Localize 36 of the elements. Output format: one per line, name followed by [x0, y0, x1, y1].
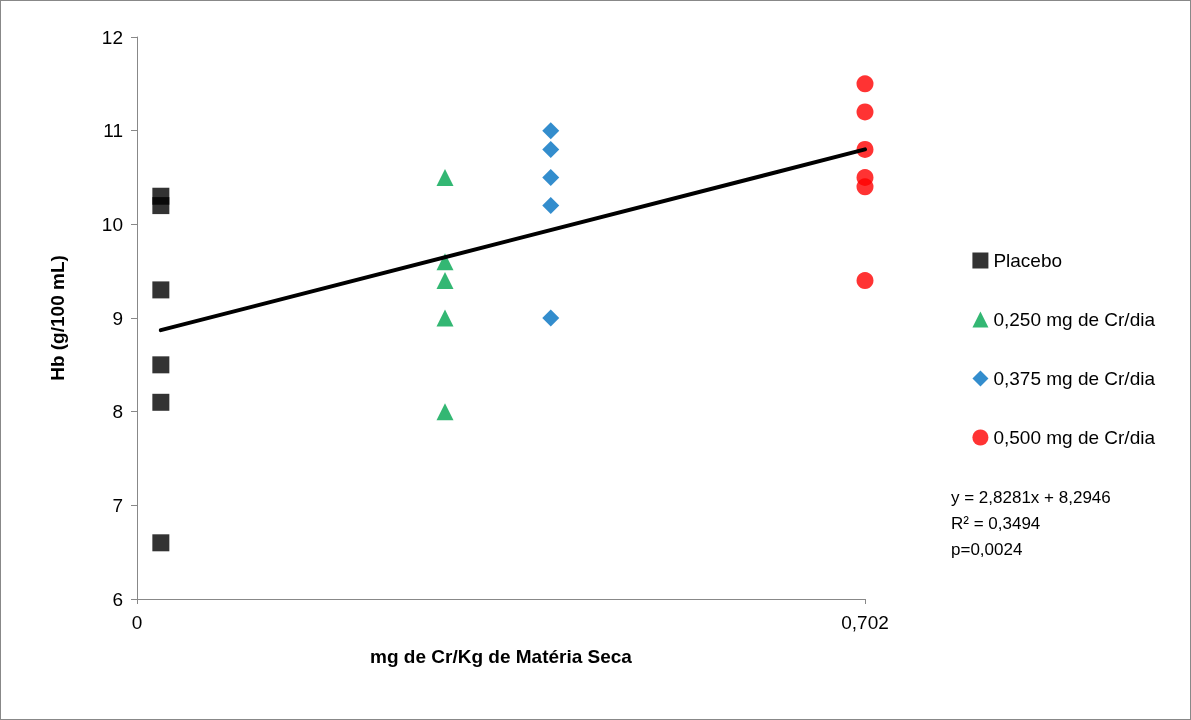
- point: [436, 309, 454, 327]
- point: [856, 178, 874, 196]
- legend-label: Placebo: [993, 250, 1063, 271]
- point: [542, 169, 560, 186]
- point: [152, 534, 170, 552]
- y-tick-label: 7: [112, 494, 123, 516]
- point: [856, 103, 874, 121]
- point: [856, 75, 874, 93]
- point: [152, 281, 170, 299]
- x-tick-label: 0,702: [841, 612, 889, 633]
- x-tick-label: 0: [131, 612, 143, 633]
- y-tick-label: 10: [101, 213, 123, 235]
- text: R² = 0,3494: [951, 514, 1041, 533]
- point: [436, 403, 454, 421]
- x-axis-title: mg de Cr/Kg de Matéria Seca: [370, 646, 633, 667]
- legend-label: 0,375 mg de Cr/dia: [993, 368, 1156, 389]
- text: p=0,0024: [951, 540, 1023, 559]
- point: [856, 272, 874, 290]
- point: [542, 197, 560, 215]
- y-tick-label: 8: [112, 401, 123, 423]
- y-tick-label: 9: [112, 307, 123, 329]
- y-tick-label: 6: [112, 588, 123, 610]
- text: y = 2,8281x + 8,2946: [951, 488, 1111, 507]
- point: [542, 140, 560, 158]
- y-axis-title: Hb (g/100 mL): [47, 255, 68, 381]
- legend-label: 0,500 mg de Cr/dia: [993, 427, 1156, 448]
- point: [152, 356, 170, 374]
- point: [436, 272, 454, 290]
- point: [152, 393, 170, 411]
- point: [436, 169, 454, 186]
- point: [152, 197, 170, 215]
- point: [542, 122, 560, 140]
- y-tick-label: 11: [103, 120, 123, 142]
- point: [542, 309, 560, 327]
- y-tick-label: 12: [101, 26, 123, 48]
- legend-label: 0,250 mg de Cr/dia: [993, 309, 1156, 330]
